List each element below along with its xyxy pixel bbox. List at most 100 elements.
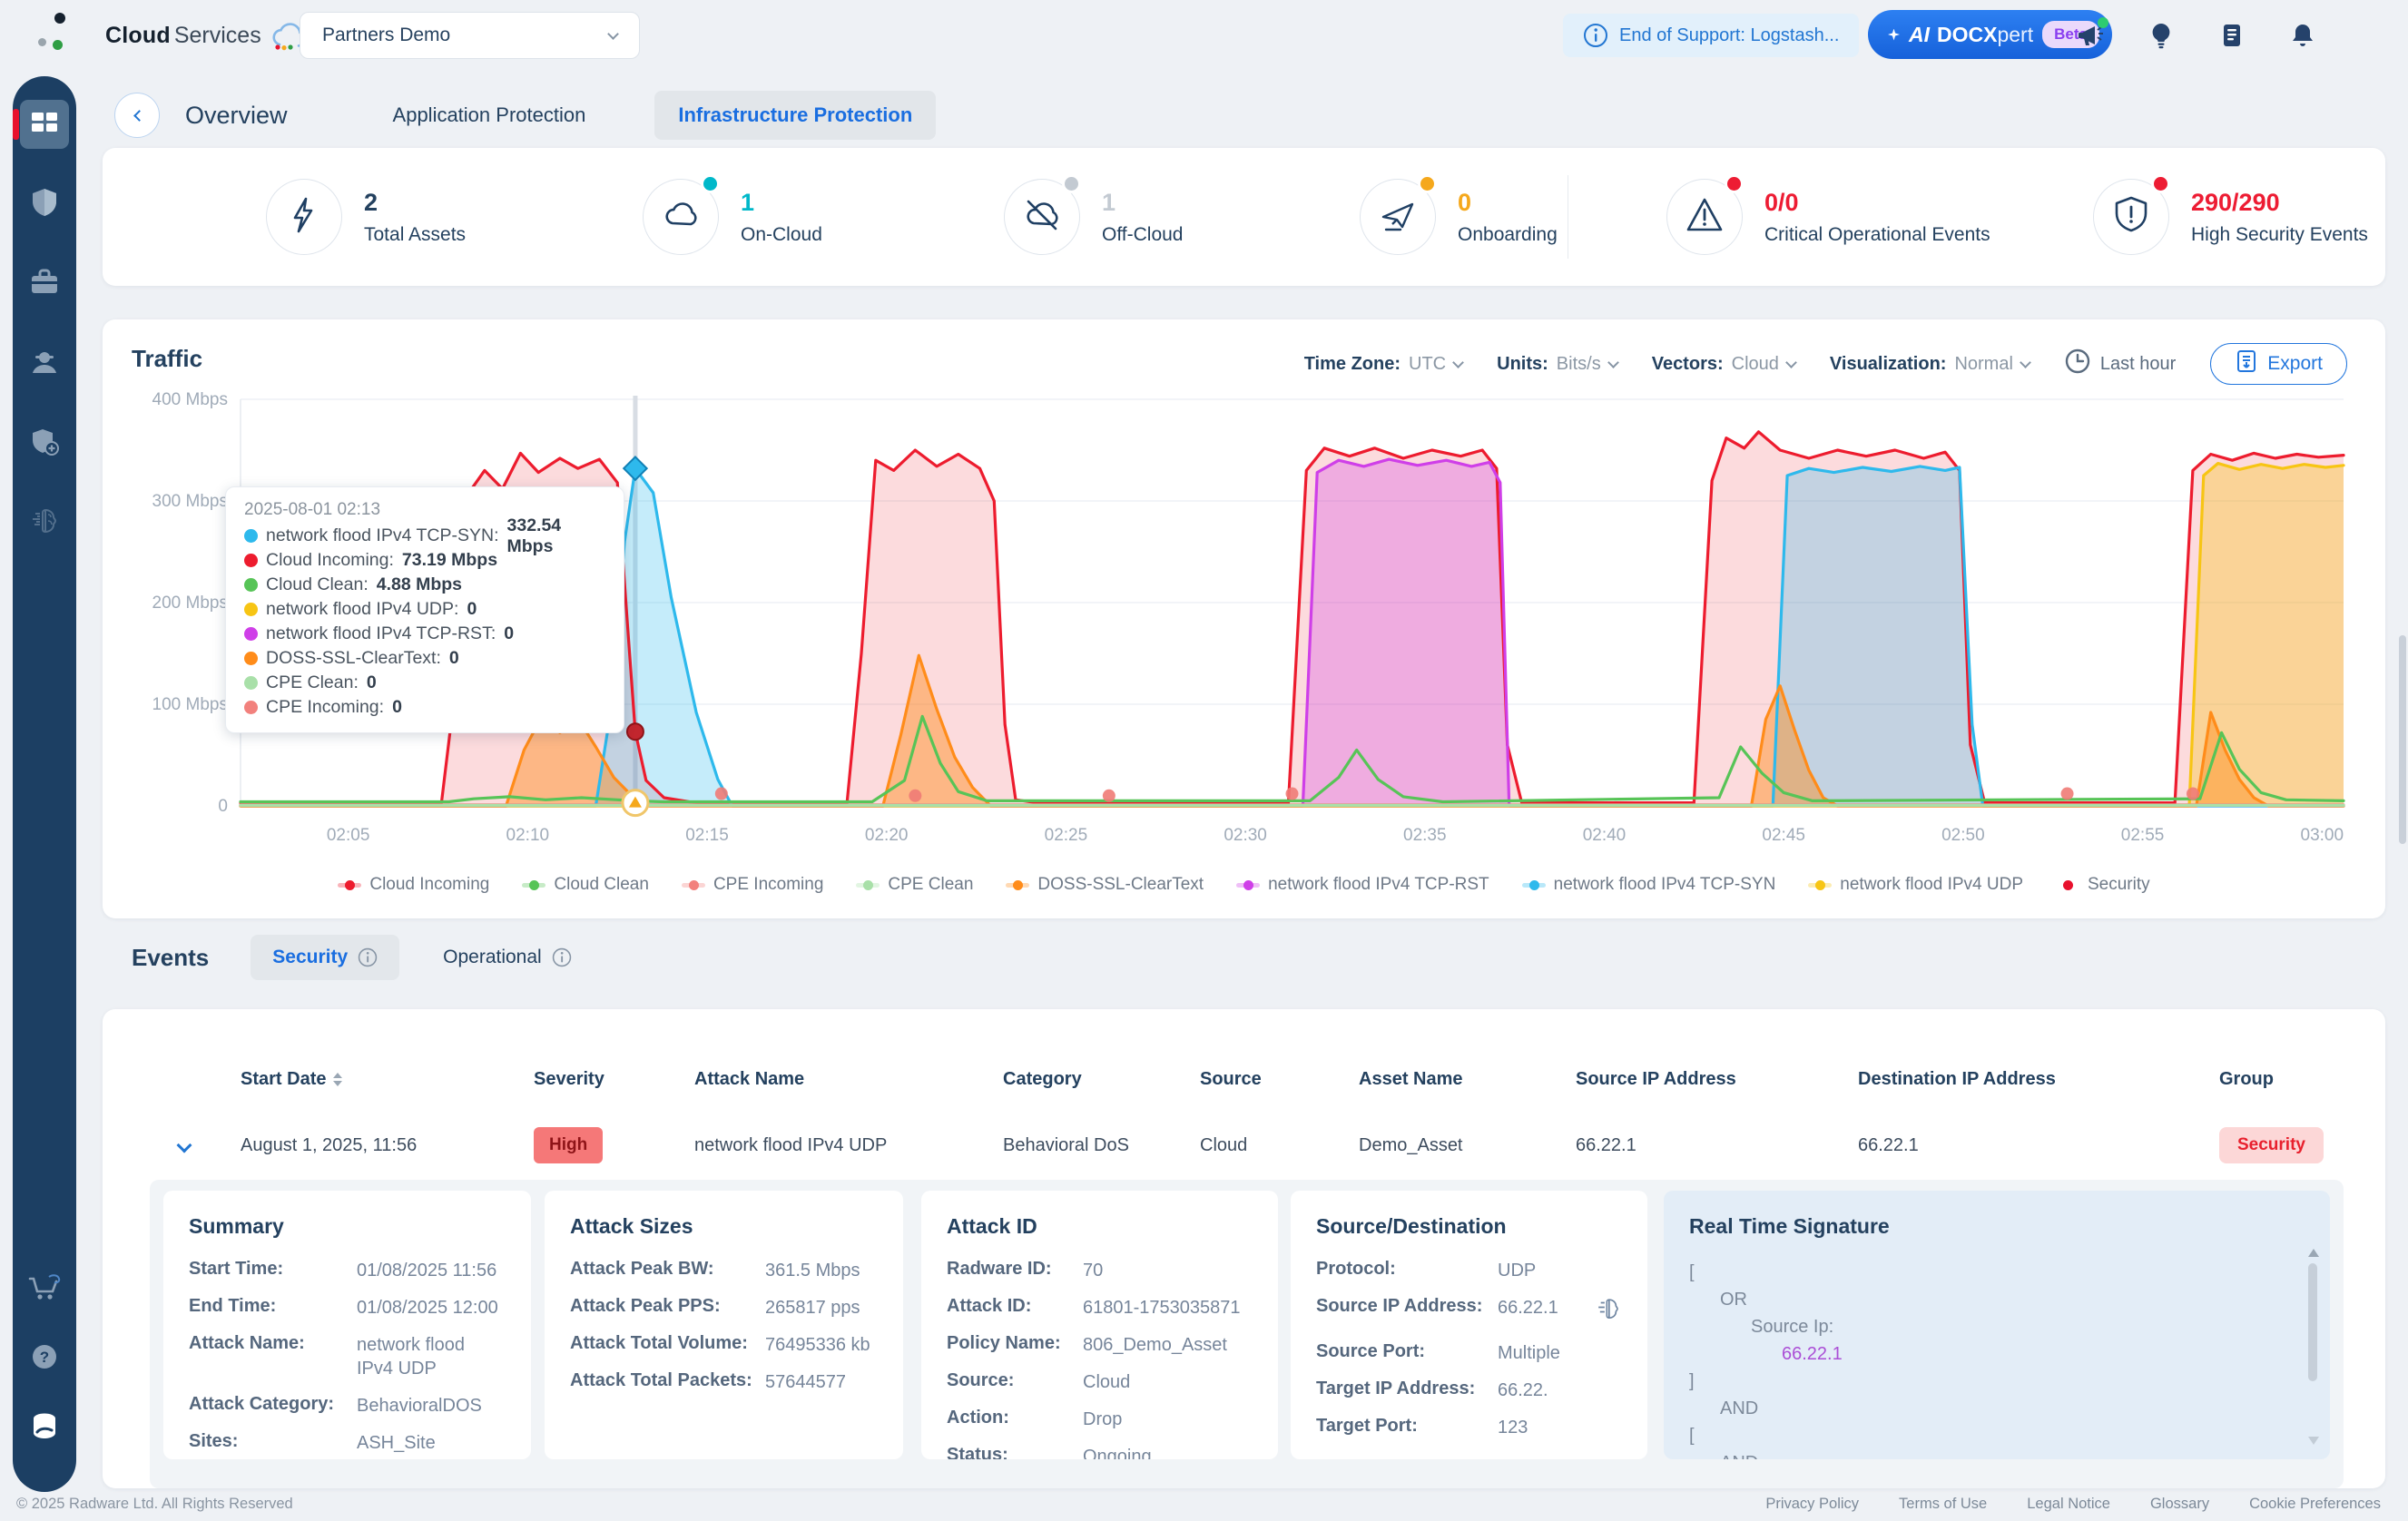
sidebar-item-briefcase[interactable] xyxy=(20,260,69,309)
column-header-category[interactable]: Category xyxy=(1003,1069,1200,1090)
end-of-support-banner[interactable]: End of Support: Logstash... xyxy=(1563,14,1859,57)
stat-icon-circle xyxy=(1004,179,1080,255)
detail-card-title: Source/Destination xyxy=(1316,1214,1622,1239)
tab-operational-events[interactable]: Operational xyxy=(434,935,581,980)
detail-row: Attack Peak PPS:265817 pps xyxy=(570,1296,878,1320)
security-tab-label: Security xyxy=(272,947,348,968)
stat-critical-operational-events[interactable]: 0/0Critical Operational Events xyxy=(1666,179,1990,255)
sidebar-item-help[interactable]: ? xyxy=(20,1334,69,1383)
signature-scrollbar[interactable] xyxy=(2306,1249,2319,1445)
page-scrollbar[interactable] xyxy=(2398,0,2407,1521)
table-row[interactable]: August 1, 2025, 11:56Highnetwork flood I… xyxy=(150,1120,2344,1171)
column-header-severity[interactable]: Severity xyxy=(534,1069,694,1090)
tab-infrastructure-protection[interactable]: Infrastructure Protection xyxy=(654,91,936,140)
column-header-attack-name[interactable]: Attack Name xyxy=(694,1069,1003,1090)
column-header-destination-ip-address[interactable]: Destination IP Address xyxy=(1858,1069,2219,1090)
legend-item-security[interactable]: Security xyxy=(2056,875,2150,895)
help-icon: ? xyxy=(28,1340,61,1378)
sort-icon[interactable] xyxy=(333,1073,342,1086)
bell-icon[interactable] xyxy=(2288,21,2317,50)
legend-item-cloud-incoming[interactable]: Cloud Incoming xyxy=(338,875,489,895)
column-header-asset-name[interactable]: Asset Name xyxy=(1359,1069,1576,1090)
x-axis-tick: 02:55 xyxy=(2121,826,2165,845)
legend-item-cpe-clean[interactable]: CPE Clean xyxy=(856,875,973,895)
tab-application-protection[interactable]: Application Protection xyxy=(369,91,610,140)
stat-icon-circle xyxy=(643,179,719,255)
shield-plus-icon xyxy=(28,426,61,463)
control-label: Units: xyxy=(1497,354,1548,375)
x-axis-tick: 03:00 xyxy=(2301,826,2344,845)
sidebar-item-dashboard-grid[interactable] xyxy=(20,100,69,149)
sidebar-item-shield-plus[interactable] xyxy=(20,419,69,468)
tenant-selector-value: Partners Demo xyxy=(322,25,609,46)
stat-high-security-events[interactable]: 290/290High Security Events xyxy=(2093,179,2368,255)
footer-link-legal-notice[interactable]: Legal Notice xyxy=(2027,1496,2110,1513)
brain-lookup-icon[interactable] xyxy=(1595,1296,1622,1328)
legend-item-cloud-clean[interactable]: Cloud Clean xyxy=(522,875,649,895)
stat-on-cloud[interactable]: 1On-Cloud xyxy=(643,179,822,255)
stat-label: Critical Operational Events xyxy=(1764,224,1990,246)
brand-bold: Cloud xyxy=(105,23,171,49)
cell-attack-name: network flood IPv4 UDP xyxy=(694,1135,1003,1156)
sidebar-item-ai-brain[interactable] xyxy=(20,499,69,548)
stat-value: 1 xyxy=(741,189,822,217)
footer-link-terms-of-use[interactable]: Terms of Use xyxy=(1899,1496,1987,1513)
control-visualization[interactable]: Visualization:Normal xyxy=(1830,354,2030,375)
back-button[interactable] xyxy=(114,93,160,138)
sidebar-item-database[interactable] xyxy=(20,1403,69,1452)
lightbulb-icon[interactable] xyxy=(2147,21,2176,50)
control-units[interactable]: Units:Bits/s xyxy=(1497,354,1617,375)
sidebar-item-shield[interactable] xyxy=(20,180,69,229)
footer-link-privacy-policy[interactable]: Privacy Policy xyxy=(1765,1496,1859,1513)
control-value: UTC xyxy=(1409,354,1446,375)
chart-legend: Cloud Incoming Cloud Clean CPE Incoming CPE… xyxy=(103,875,2385,895)
scrollbar-thumb[interactable] xyxy=(2399,635,2406,844)
footer-link-cookie-preferences[interactable]: Cookie Preferences xyxy=(2249,1496,2381,1513)
legend-item-network-flood-ipv4-tcp-syn[interactable]: network flood IPv4 TCP-SYN xyxy=(1522,875,1776,895)
legend-label: network flood IPv4 UDP xyxy=(1840,875,2023,895)
footer: © 2025 Radware Ltd. All Rights Reserved … xyxy=(0,1487,2408,1521)
control-value: Normal xyxy=(1954,354,2012,375)
tab-security-events[interactable]: Security xyxy=(251,935,399,980)
cloud-icon xyxy=(660,194,702,240)
legend-item-cpe-incoming[interactable]: CPE Incoming xyxy=(682,875,823,895)
signature-line: AND xyxy=(1689,1395,2305,1422)
chevron-down-icon xyxy=(2020,357,2031,368)
legend-item-network-flood-ipv4-udp[interactable]: network flood IPv4 UDP xyxy=(1808,875,2023,895)
tenant-selector[interactable]: Partners Demo xyxy=(300,12,640,59)
footer-link-glossary[interactable]: Glossary xyxy=(2150,1496,2209,1513)
legend-item-network-flood-ipv4-tcp-rst[interactable]: network flood IPv4 TCP-RST xyxy=(1236,875,1489,895)
detail-row: Source Port:Multiple xyxy=(1316,1341,1622,1365)
sidebar-item-cart[interactable] xyxy=(20,1265,69,1314)
detail-card-attack-sizes: Attack SizesAttack Peak BW:361.5 MbpsAtt… xyxy=(545,1191,903,1459)
signature-line: OR xyxy=(1689,1286,2305,1313)
legend-label: CPE Clean xyxy=(888,875,973,895)
tooltip-row: Cloud Clean:4.88 Mbps xyxy=(244,573,605,597)
chevron-down-icon xyxy=(1785,357,1797,368)
stat-off-cloud[interactable]: 1Off-Cloud xyxy=(1004,179,1184,255)
chart-tooltip: 2025-08-01 02:13 network flood IPv4 TCP-… xyxy=(225,486,624,733)
chevron-down-icon xyxy=(1452,357,1464,368)
status-dot xyxy=(1725,174,1744,193)
time-range-selector[interactable]: Last hour xyxy=(2064,348,2176,380)
megaphone-icon[interactable] xyxy=(2076,21,2105,50)
status-dot xyxy=(1062,174,1081,193)
control-vectors[interactable]: Vectors:Cloud xyxy=(1652,354,1795,375)
release-notes-icon[interactable] xyxy=(2217,21,2246,50)
page-title: Overview xyxy=(185,102,288,130)
column-header-start-date[interactable]: Start Date xyxy=(241,1069,534,1090)
sidebar-item-agent[interactable] xyxy=(20,339,69,388)
row-expand-chevron-icon[interactable] xyxy=(177,1138,192,1153)
column-header-source-ip-address[interactable]: Source IP Address xyxy=(1576,1069,1858,1090)
detail-row: Protocol:UDP xyxy=(1316,1259,1622,1282)
control-time-zone[interactable]: Time Zone:UTC xyxy=(1304,354,1462,375)
legend-item-doss-ssl-cleartext[interactable]: DOSS-SSL-ClearText xyxy=(1006,875,1204,895)
stat-onboarding[interactable]: 0Onboarding xyxy=(1360,179,1558,255)
export-button[interactable]: Export xyxy=(2210,343,2347,385)
stat-total-assets[interactable]: 2Total Assets xyxy=(266,179,466,255)
column-header-group[interactable]: Group xyxy=(2219,1069,2344,1090)
column-header-source[interactable]: Source xyxy=(1200,1069,1359,1090)
tooltip-row: CPE Incoming:0 xyxy=(244,695,605,720)
x-axis-tick: 02:15 xyxy=(685,826,729,845)
detail-row: End Time:01/08/2025 12:00 xyxy=(189,1296,506,1320)
